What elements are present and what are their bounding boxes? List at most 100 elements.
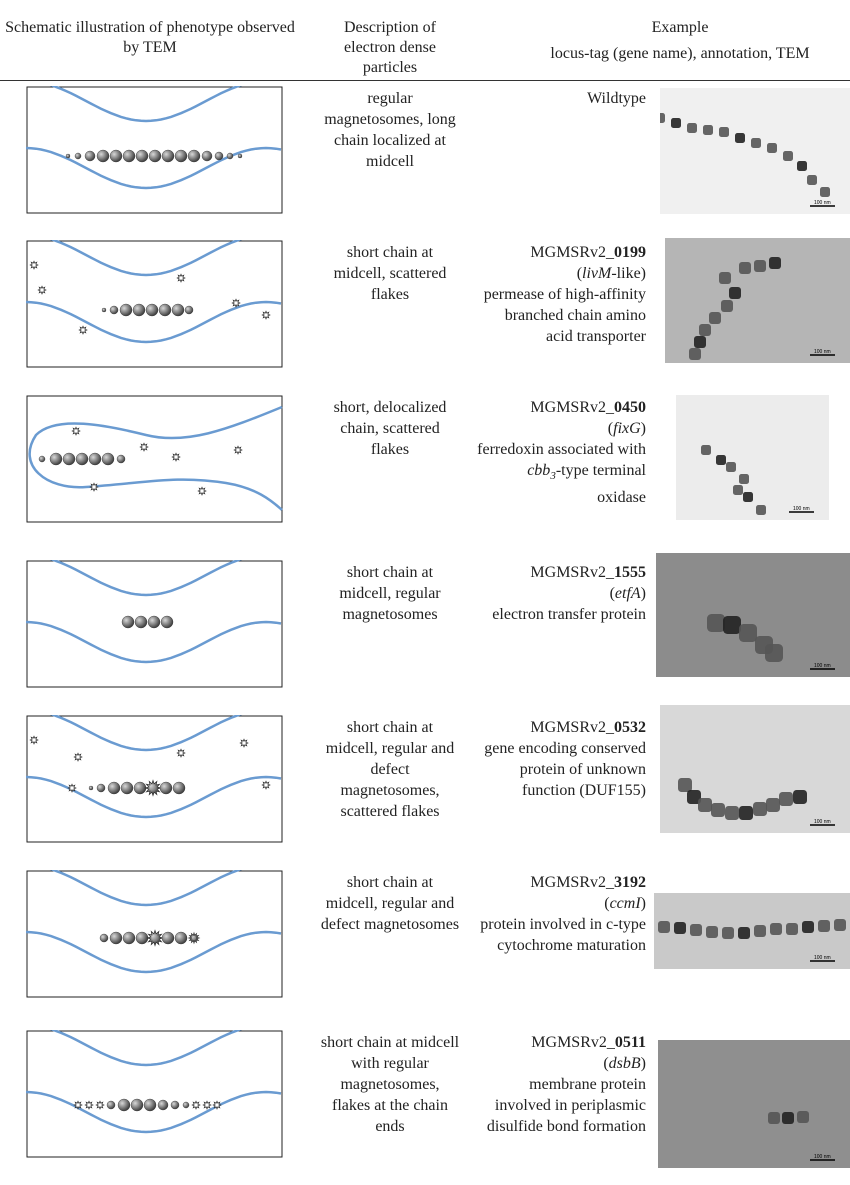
- tem-particle: [719, 272, 731, 284]
- tem-particle: [751, 138, 761, 148]
- tem-image: 100 nm: [658, 1040, 850, 1168]
- tem-particle: [694, 336, 706, 348]
- annotation: permease of high-affinity branched chain…: [484, 286, 646, 345]
- magnetosome: [100, 934, 108, 942]
- magnetosome: [123, 150, 135, 162]
- tem-background: [676, 395, 829, 520]
- schematic-frame: [27, 241, 282, 367]
- magnetosome: [215, 152, 223, 160]
- tem-particle: [793, 790, 807, 804]
- locus-prefix: MGMSRv2_: [530, 244, 614, 261]
- magnetosome: [89, 453, 101, 465]
- magnetosome: [227, 153, 233, 159]
- scale-bar-label: 100 nm: [793, 506, 810, 512]
- locus-prefix: MGMSRv2_: [530, 399, 614, 416]
- magnetosome: [183, 1102, 189, 1108]
- magnetosome: [144, 1099, 156, 1111]
- magnetosome: [171, 1101, 179, 1109]
- example: MGMSRv2_1555(etfA)electron transfer prot…: [476, 562, 646, 625]
- magnetosome: [76, 453, 88, 465]
- flake: [79, 326, 87, 334]
- tem-particle: [687, 123, 697, 133]
- magnetosome: [102, 308, 106, 312]
- magnetosome: [66, 154, 70, 158]
- locus-prefix: MGMSRv2_: [530, 719, 614, 736]
- tem-image: 100 nm: [660, 88, 850, 214]
- tem-particle: [723, 616, 741, 634]
- tem-particle: [765, 644, 783, 662]
- annotation: protein involved in c-type cytochrome ma…: [480, 916, 646, 954]
- gene: (livM-like): [577, 265, 646, 282]
- magnetosome: [39, 456, 45, 462]
- gene: (ccmI): [604, 895, 646, 912]
- scale-bar-label: 100 nm: [814, 200, 831, 206]
- flake: [232, 299, 240, 307]
- magnetosome: [136, 150, 148, 162]
- example: MGMSRv2_0450(fixG)ferredoxin associated …: [476, 397, 646, 508]
- tem-particle: [719, 127, 729, 137]
- gene-name: etfA: [615, 585, 641, 602]
- tem-particle: [797, 1111, 809, 1123]
- header-example-sub: locus-tag (gene name), annotation, TEM: [500, 44, 850, 64]
- magnetosome: [185, 306, 193, 314]
- example: Wildtype: [476, 88, 646, 109]
- tem-background: [656, 553, 850, 677]
- tem-particle: [739, 806, 753, 820]
- flake: [177, 749, 185, 757]
- flake: [172, 453, 180, 461]
- locus-prefix: MGMSRv2_: [530, 874, 614, 891]
- annotation: membrane protein involved in periplasmic…: [487, 1076, 646, 1135]
- magnetosome: [123, 932, 135, 944]
- locus-number: 1555: [614, 564, 646, 581]
- gene-name: livM: [582, 265, 611, 282]
- description: short chain at midcell with regular magn…: [320, 1032, 460, 1137]
- tem-particle: [660, 113, 665, 123]
- flake: [213, 1101, 221, 1109]
- page: Schematic illustration of phenotype obse…: [0, 0, 850, 1185]
- flake: [74, 1101, 82, 1109]
- tem-particle: [743, 492, 753, 502]
- flake: [203, 1101, 211, 1109]
- tem-image: 100 nm: [656, 553, 850, 677]
- gene: (etfA): [610, 585, 646, 602]
- tem-background: [658, 1040, 850, 1168]
- description: short chain at midcell, regular and defe…: [320, 872, 460, 935]
- tem-image: 100 nm: [660, 705, 850, 833]
- magnetosome: [110, 150, 122, 162]
- locus-number: 0199: [614, 244, 646, 261]
- tem-particle: [735, 133, 745, 143]
- flake: [177, 274, 185, 282]
- magnetosome: [188, 150, 200, 162]
- magnetosome: [102, 453, 114, 465]
- magnetosome: [160, 782, 172, 794]
- example: MGMSRv2_0511(dsbB)membrane protein invol…: [476, 1032, 646, 1137]
- flake: [68, 784, 76, 792]
- example: MGMSRv2_0532gene encoding conserved prot…: [476, 717, 646, 801]
- description: short chain at midcell, scattered flakes: [320, 242, 460, 305]
- locus-number: 0511: [615, 1034, 646, 1051]
- flake: [38, 286, 46, 294]
- magnetosome: [85, 151, 95, 161]
- schematic: [26, 715, 283, 843]
- tem-particle: [722, 927, 734, 939]
- description: regular magnetosomes, long chain localiz…: [320, 88, 460, 172]
- magnetosome: [162, 150, 174, 162]
- magnetosome: [175, 932, 187, 944]
- magnetosome: [110, 306, 118, 314]
- magnetosome: [134, 782, 146, 794]
- magnetosome: [97, 150, 109, 162]
- tem-background: [665, 238, 850, 363]
- tem-particle: [711, 803, 725, 817]
- tem-particle: [709, 312, 721, 324]
- magnetosome: [131, 1099, 143, 1111]
- magnetosome: [202, 151, 212, 161]
- flake: [240, 739, 248, 747]
- magnetosome: [107, 1101, 115, 1109]
- tem-particle: [703, 125, 713, 135]
- gene: (dsbB): [603, 1055, 646, 1072]
- magnetosome: [161, 616, 173, 628]
- schematic: [26, 240, 283, 368]
- flake: [192, 1101, 200, 1109]
- tem-particle: [802, 921, 814, 933]
- tem-particle: [674, 922, 686, 934]
